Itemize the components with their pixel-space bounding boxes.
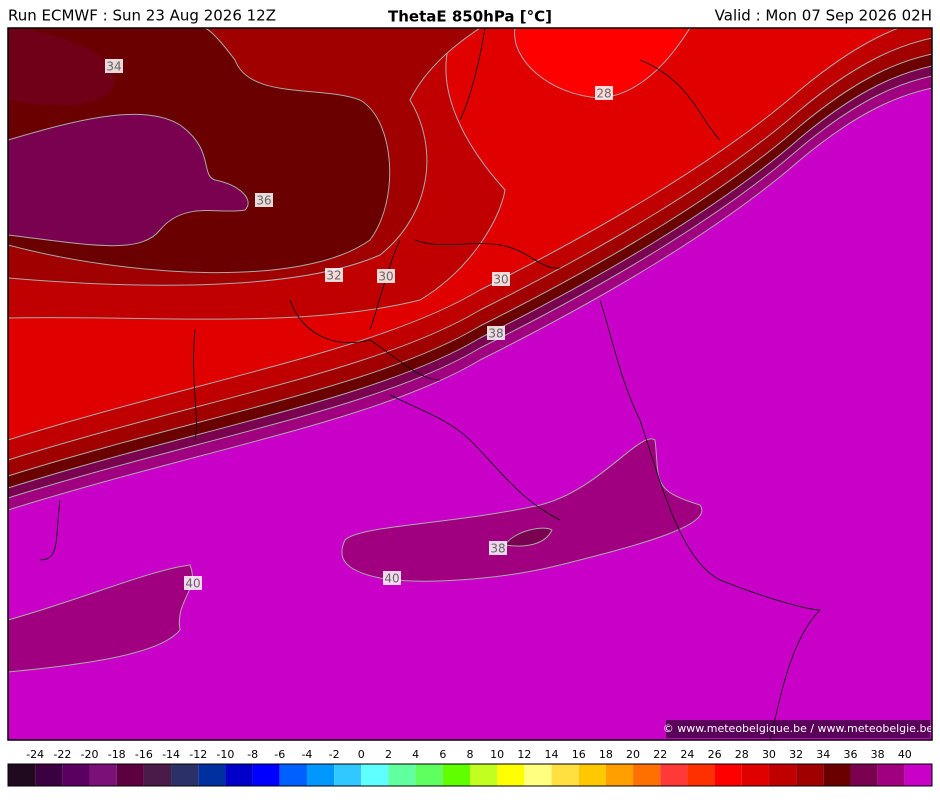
contour-label: 30 bbox=[378, 270, 393, 284]
colorbar-label: -20 bbox=[81, 748, 99, 761]
map-frame bbox=[7, 27, 933, 741]
colorbar-swatch bbox=[8, 764, 36, 786]
colorbar-swatch bbox=[660, 764, 688, 786]
colorbar-label: 2 bbox=[385, 748, 392, 761]
colorbar-frame bbox=[7, 763, 933, 787]
contour-label-box bbox=[377, 269, 395, 283]
colorbar-label: -8 bbox=[247, 748, 258, 761]
colorbar-label: -24 bbox=[26, 748, 44, 761]
colorbar-swatch bbox=[768, 764, 797, 786]
colorbar-swatch bbox=[279, 764, 307, 786]
colorbar-swatch bbox=[687, 764, 715, 786]
colorbar-swatch bbox=[877, 764, 905, 786]
colorbar-swatch bbox=[850, 764, 878, 786]
map-title: ThetaE 850hPa [°C] bbox=[388, 8, 552, 26]
colorbar-label: 38 bbox=[871, 748, 885, 761]
colorbar-label: 32 bbox=[789, 748, 803, 761]
contour-label: 28 bbox=[596, 87, 611, 101]
colorbar-swatch bbox=[442, 764, 470, 786]
contour-label: 40 bbox=[185, 577, 200, 591]
colorbar-label: 20 bbox=[626, 748, 640, 761]
colorbar-label: 28 bbox=[735, 748, 749, 761]
contour-label-box bbox=[184, 576, 202, 590]
contour-label-box bbox=[255, 193, 273, 207]
contour-label-box bbox=[492, 272, 510, 286]
colorbar-label: 16 bbox=[572, 748, 586, 761]
colorbar-label: -18 bbox=[108, 748, 126, 761]
colorbar-swatch bbox=[225, 764, 253, 786]
colorbar-swatch bbox=[714, 764, 742, 786]
colorbar-label: -6 bbox=[274, 748, 285, 761]
colorbar-swatch bbox=[524, 764, 552, 786]
contour-label-box bbox=[105, 59, 123, 73]
colorbar-swatch bbox=[35, 764, 63, 786]
colorbar-swatch bbox=[605, 764, 634, 786]
copyright: © www.meteobelgique.be / www.meteobelgie… bbox=[663, 722, 934, 735]
colorbar-swatch bbox=[89, 764, 117, 786]
colorbar-swatch bbox=[741, 764, 769, 786]
colorbar-label: 6 bbox=[439, 748, 446, 761]
colorbar-label: -12 bbox=[189, 748, 207, 761]
contour-label: 32 bbox=[326, 269, 341, 283]
colorbar-label: 40 bbox=[898, 748, 912, 761]
colorbar-swatch bbox=[415, 764, 443, 786]
colorbar-swatch bbox=[470, 764, 498, 786]
colorbar-label: 30 bbox=[762, 748, 776, 761]
contour-label-box bbox=[325, 268, 343, 282]
colorbar-label: -16 bbox=[135, 748, 153, 761]
run-info: Run ECMWF : Sun 23 Aug 2026 12Z bbox=[8, 7, 276, 25]
colorbar-label: -4 bbox=[301, 748, 312, 761]
colorbar-swatch bbox=[388, 764, 416, 786]
contour-label: 38 bbox=[490, 542, 505, 556]
colorbar-swatch bbox=[796, 764, 824, 786]
contour-label-box bbox=[383, 571, 401, 585]
colorbar-label: 22 bbox=[653, 748, 667, 761]
colorbar-label: 36 bbox=[843, 748, 857, 761]
colorbar-swatch bbox=[252, 764, 280, 786]
colorbar-label: 10 bbox=[490, 748, 504, 761]
colorbar-label: 14 bbox=[545, 748, 559, 761]
contour-label: 38 bbox=[488, 327, 503, 341]
colorbar-label: 34 bbox=[816, 748, 830, 761]
valid-info: Valid : Mon 07 Sep 2026 02H bbox=[715, 7, 932, 25]
contour-label: 36 bbox=[256, 194, 271, 208]
colorbar-swatch bbox=[361, 764, 389, 786]
colorbar-swatch bbox=[497, 764, 525, 786]
colorbar-swatch bbox=[904, 764, 932, 786]
colorbar-label: -22 bbox=[53, 748, 71, 761]
colorbar-label: 12 bbox=[517, 748, 531, 761]
colorbar-swatch bbox=[306, 764, 335, 786]
contour-label-box bbox=[489, 541, 507, 555]
colorbar-swatch bbox=[116, 764, 144, 786]
colorbar-label: -14 bbox=[162, 748, 180, 761]
contour-label: 30 bbox=[493, 273, 508, 287]
contour-label: 40 bbox=[384, 572, 399, 586]
colorbar-label: -2 bbox=[329, 748, 340, 761]
colorbar-swatch bbox=[198, 764, 226, 786]
colorbar-label: 18 bbox=[599, 748, 613, 761]
contour-label-box bbox=[487, 326, 505, 340]
colorbar-label: -10 bbox=[216, 748, 234, 761]
colorbar-label: 4 bbox=[412, 748, 419, 761]
colorbar-swatch bbox=[823, 764, 851, 786]
colorbar-swatch bbox=[143, 764, 172, 786]
contour-label-box bbox=[595, 86, 613, 100]
colorbar-label: 8 bbox=[467, 748, 474, 761]
colorbar-swatch bbox=[171, 764, 199, 786]
colorbar-swatch bbox=[578, 764, 606, 786]
map: © www.meteobelgique.be / www.meteobelgie… bbox=[8, 28, 934, 740]
colorbar-label: 0 bbox=[358, 748, 365, 761]
colorbar-swatch bbox=[334, 764, 362, 786]
contour-label: 34 bbox=[106, 60, 121, 74]
colorbar-swatch bbox=[551, 764, 579, 786]
colorbar-swatch bbox=[62, 764, 90, 786]
colorbar-swatch bbox=[633, 764, 661, 786]
colorbar-label: 26 bbox=[708, 748, 722, 761]
colorbar-label: 24 bbox=[680, 748, 694, 761]
